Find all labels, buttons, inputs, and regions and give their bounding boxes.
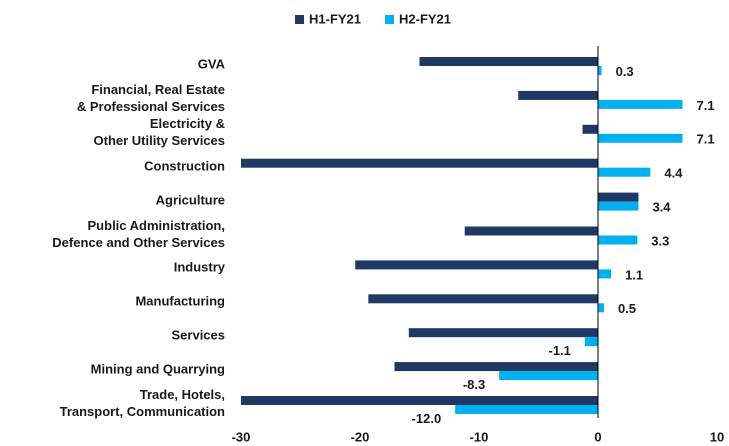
bar	[419, 57, 598, 66]
category-label: Mining and Quarrying	[90, 361, 225, 377]
bar	[598, 192, 639, 202]
value-label: 3.3	[651, 233, 669, 248]
category-label: Public Administration, Defence and Other…	[52, 217, 225, 250]
category-label: Services	[171, 327, 226, 343]
bar	[598, 133, 683, 143]
bar	[598, 235, 638, 245]
bar	[584, 337, 598, 347]
category-label: Trade, Hotels, Transport, Communication	[59, 387, 225, 419]
value-label: -12.0	[412, 411, 442, 426]
bar	[464, 226, 598, 236]
category-label: GVA	[197, 56, 225, 72]
bar	[598, 201, 639, 211]
bar	[241, 158, 598, 168]
bar	[598, 66, 602, 75]
value-label: 1.1	[625, 267, 643, 282]
bar	[394, 362, 598, 372]
bar	[355, 260, 598, 270]
bar	[582, 124, 598, 134]
legend-swatch	[295, 15, 304, 24]
bar	[598, 269, 612, 279]
legend-label: H2-FY21	[399, 11, 451, 26]
bar	[518, 90, 598, 100]
category-label: Electricity & Other Utility Services	[93, 115, 226, 148]
category-label: Financial, Real Estate & Professional Se…	[76, 81, 225, 114]
bar	[598, 303, 604, 313]
bar	[368, 294, 598, 304]
x-tick-label: -30	[232, 429, 251, 444]
bar	[598, 99, 683, 109]
legend-swatch	[385, 15, 394, 24]
bar	[499, 371, 598, 381]
category-label: Construction	[144, 158, 225, 174]
value-label: 0.3	[616, 64, 634, 79]
x-tick-label: -20	[351, 429, 370, 444]
category-label: Manufacturing	[135, 293, 225, 309]
value-label: 3.4	[652, 200, 671, 215]
bar	[241, 396, 598, 405]
value-label: 7.1	[696, 132, 714, 147]
value-label: 4.4	[664, 166, 683, 181]
bar	[408, 328, 598, 338]
bar	[455, 405, 598, 414]
x-tick-label: -10	[470, 429, 489, 444]
value-label: 0.5	[618, 301, 636, 316]
bar	[598, 167, 651, 177]
value-label: 7.1	[696, 98, 714, 113]
legend-label: H1-FY21	[309, 11, 361, 26]
x-tick-label: 10	[710, 429, 724, 444]
value-label: -8.3	[463, 377, 485, 392]
category-label: Agriculture	[155, 192, 225, 208]
category-label: Industry	[173, 259, 225, 275]
value-label: -1.1	[549, 343, 571, 358]
x-tick-label: 0	[594, 429, 601, 444]
